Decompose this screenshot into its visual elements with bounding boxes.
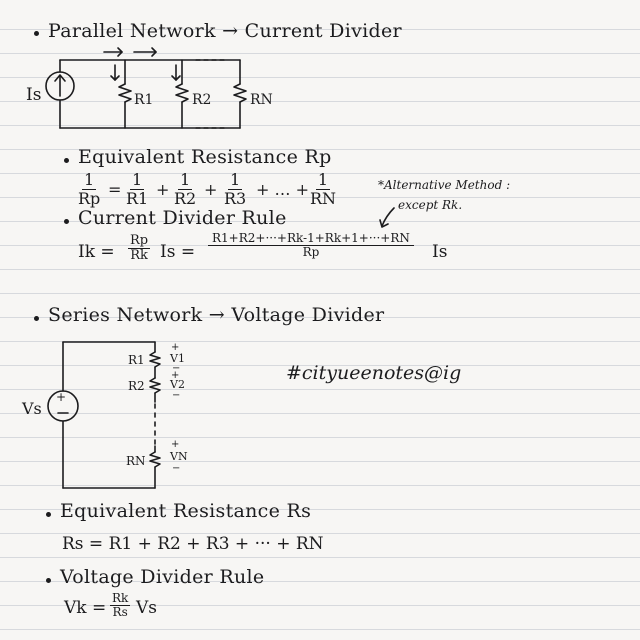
equivalent-resistance-rs-heading: Equivalent Resistance Rs: [60, 500, 312, 522]
fraction-alt-method: R1+R2+···+Rk-1+Rk+1+···+RN Rp: [208, 232, 414, 259]
fraction-one-over-rp: 1 Rp: [78, 170, 101, 208]
voltage-label-v1: V1: [169, 352, 185, 365]
cdr-lhs: Ik =: [78, 242, 115, 262]
source-label-is: Is: [26, 85, 41, 105]
voltage-divider-rule-heading: Voltage Divider Rule: [60, 566, 265, 588]
series-heading: Series Network → Voltage Divider: [48, 304, 385, 326]
svg-text:+: +: [171, 342, 179, 353]
resistor-r1-icon: [118, 83, 132, 103]
resistor-r2-icon: [149, 377, 161, 394]
bullet: [34, 31, 39, 36]
resistor-r2-icon: [175, 83, 189, 103]
vdr-vs: Vs: [136, 598, 158, 618]
cdr-is-equals: Is =: [160, 242, 196, 262]
svg-text:−: −: [172, 363, 180, 374]
except-rk-note: except Rk.: [398, 198, 463, 212]
resistor-label-rn: RN: [126, 454, 146, 468]
fraction-one-over-r1: 1 R1: [126, 170, 149, 208]
svg-text:+: +: [171, 439, 179, 450]
resistor-rn-icon: [233, 83, 247, 103]
equivalent-resistance-rp-heading: Equivalent Resistance Rp: [78, 146, 332, 168]
bullet: [46, 512, 51, 517]
parallel-heading: Parallel Network → Current Divider: [48, 20, 402, 42]
svg-text:−: −: [172, 390, 180, 401]
hashtag-watermark: #cityueenotes@ig: [286, 362, 462, 384]
bullet: [64, 219, 69, 224]
bullet: [64, 158, 69, 163]
resistor-rn-icon: [149, 451, 161, 468]
source-label-vs: Vs: [21, 399, 42, 418]
cdr-is-tail: Is: [432, 242, 448, 262]
resistor-label-r2: R2: [128, 379, 145, 393]
fraction-one-over-r3: 1 R3: [224, 170, 247, 208]
current-divider-rule-heading: Current Divider Rule: [78, 207, 287, 229]
resistor-label-r2: R2: [192, 92, 211, 108]
rs-equation: Rs = R1 + R2 + R3 + ··· + RN: [62, 534, 324, 554]
voltage-label-vn: VN: [169, 450, 188, 463]
ellipsis-plus: + … +: [256, 180, 309, 199]
bullet: [34, 316, 39, 321]
resistor-label-r1: R1: [128, 353, 145, 367]
resistor-label-r1: R1: [134, 92, 153, 108]
plus-sign: +: [204, 180, 218, 199]
voltage-label-v2: V2: [169, 378, 185, 391]
svg-text:−: −: [172, 463, 180, 474]
svg-text:+: +: [56, 390, 66, 404]
fraction-one-over-r2: 1 R2: [174, 170, 197, 208]
vdr-lhs: Vk =: [64, 598, 107, 618]
fraction-rk-over-rs: Rk Rs: [110, 591, 131, 619]
resistor-r1-icon: [149, 351, 161, 368]
bullet: [46, 578, 51, 583]
fraction-rp-over-rk: Rp Rk: [128, 233, 151, 263]
alternative-method-note: *Alternative Method :: [378, 178, 511, 192]
svg-text:+: +: [171, 370, 179, 381]
fraction-one-over-rn: 1 RN: [310, 170, 337, 208]
equals-sign: =: [108, 180, 122, 199]
plus-sign: +: [156, 180, 170, 199]
resistor-label-rn: RN: [250, 92, 273, 108]
